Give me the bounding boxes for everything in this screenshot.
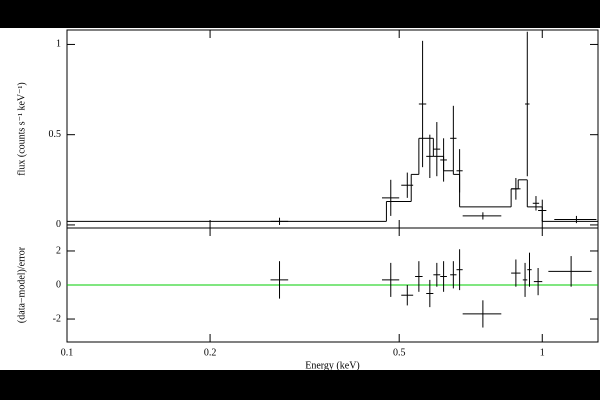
x-tick-label: 0.2 — [204, 347, 217, 358]
x-tick-label: 0.1 — [61, 347, 74, 358]
bottom-band — [0, 370, 600, 400]
x-tick-label: 0.5 — [393, 347, 406, 358]
x-axis-label: Energy (keV) — [305, 360, 360, 371]
x-tick-label: 1 — [540, 347, 545, 358]
y-tick-label: 0.5 — [49, 129, 62, 140]
y-tick-label: -2 — [53, 313, 61, 324]
y-axis-label: flux (counts s⁻¹ keV⁻¹) — [16, 82, 27, 175]
y-tick-label: 0 — [56, 279, 61, 290]
y-tick-label: 1 — [56, 39, 61, 50]
top-band — [0, 0, 600, 28]
y-axis-label: (data−model)/error — [16, 246, 27, 323]
plot-frame — [66, 29, 599, 229]
y-tick-label: 2 — [56, 245, 61, 256]
y-tick-label: 0 — [56, 219, 61, 230]
